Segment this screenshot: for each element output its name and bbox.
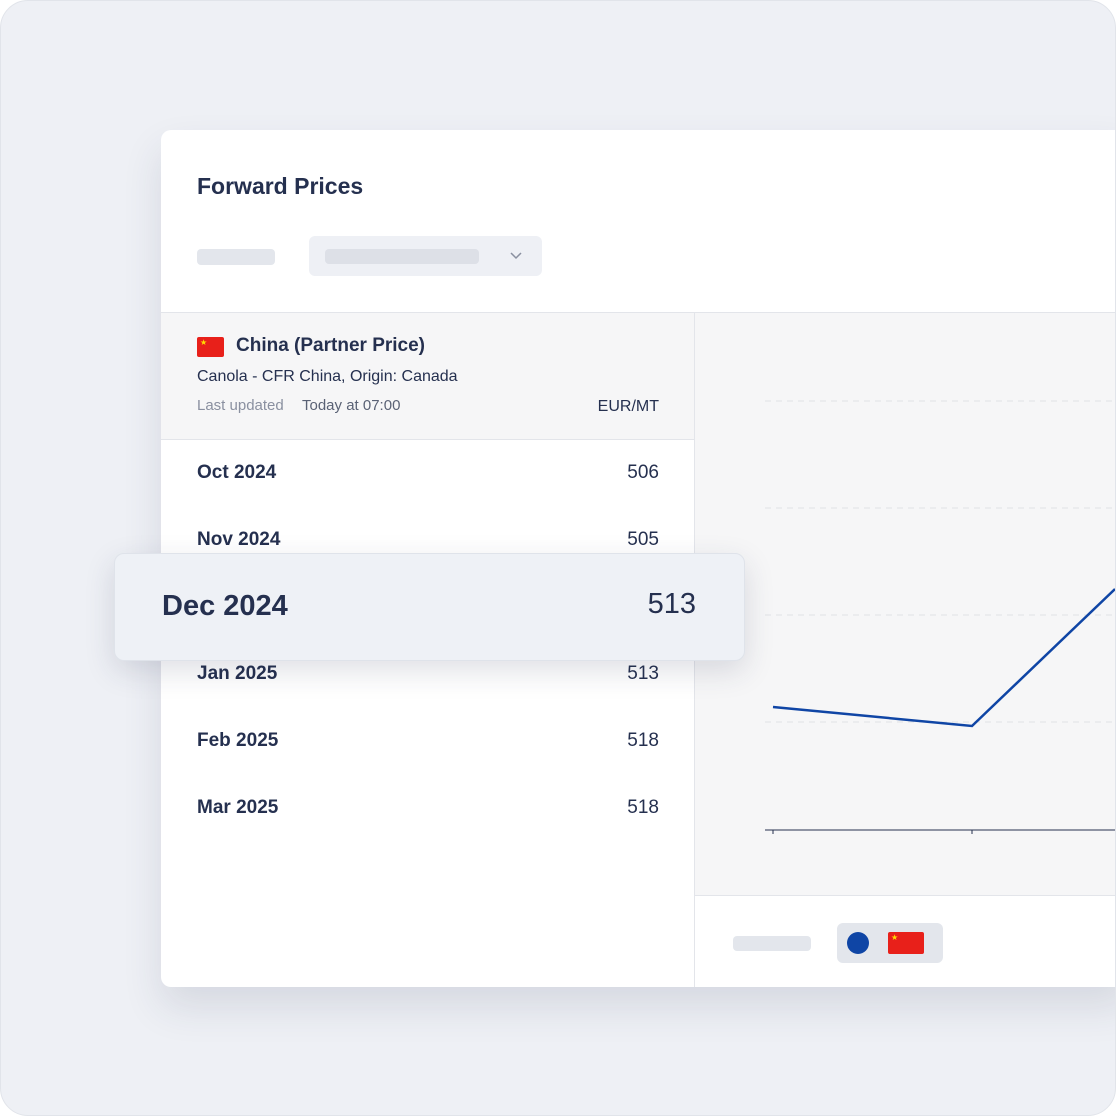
table-row: Oct 2024 506 xyxy=(197,462,659,484)
table-row: Mar 2025 518 xyxy=(197,797,659,819)
placeholder xyxy=(325,249,479,264)
flag-icon xyxy=(888,932,924,954)
legend-pill[interactable] xyxy=(837,923,943,963)
card-title: Forward Prices xyxy=(197,173,364,199)
market-name: China (Partner Price) xyxy=(236,335,425,356)
month: Dec 2024 xyxy=(162,590,288,622)
unit: EUR/MT xyxy=(597,398,659,415)
chart-area xyxy=(695,313,1115,896)
month: Feb 2025 xyxy=(197,730,279,751)
updated-label: Last updated xyxy=(197,397,284,414)
price: 506 xyxy=(627,462,659,483)
chart xyxy=(765,400,1115,834)
month: Oct 2024 xyxy=(197,462,277,483)
price: 513 xyxy=(627,663,659,684)
series-dot xyxy=(847,932,869,954)
table-row: Jan 2025 513 xyxy=(197,663,659,685)
chevron-icon xyxy=(510,252,522,260)
flag-icon xyxy=(197,337,224,357)
price: 513 xyxy=(647,588,696,620)
divider xyxy=(161,312,1115,313)
table-row: Nov 2024 505 xyxy=(197,529,659,551)
updated-time: Today at 07:00 xyxy=(302,397,401,414)
month: Jan 2025 xyxy=(197,663,278,684)
month: Mar 2025 xyxy=(197,797,279,818)
month: Nov 2024 xyxy=(197,529,281,550)
table-row: Feb 2025 518 xyxy=(197,730,659,752)
price: 518 xyxy=(627,797,659,818)
forward-prices-card: Forward Prices China (Partner Price) Can… xyxy=(161,130,1115,987)
price: 518 xyxy=(627,730,659,751)
price-line xyxy=(772,588,1115,728)
placeholder xyxy=(733,936,811,951)
placeholder xyxy=(197,249,275,265)
product: Canola - CFR China, Origin: Canada xyxy=(197,368,458,385)
highlighted-row[interactable]: Dec 2024 513 xyxy=(114,553,745,661)
dropdown[interactable] xyxy=(309,236,542,276)
market-header: China (Partner Price) Canola - CFR China… xyxy=(161,313,694,440)
price: 505 xyxy=(627,529,659,550)
